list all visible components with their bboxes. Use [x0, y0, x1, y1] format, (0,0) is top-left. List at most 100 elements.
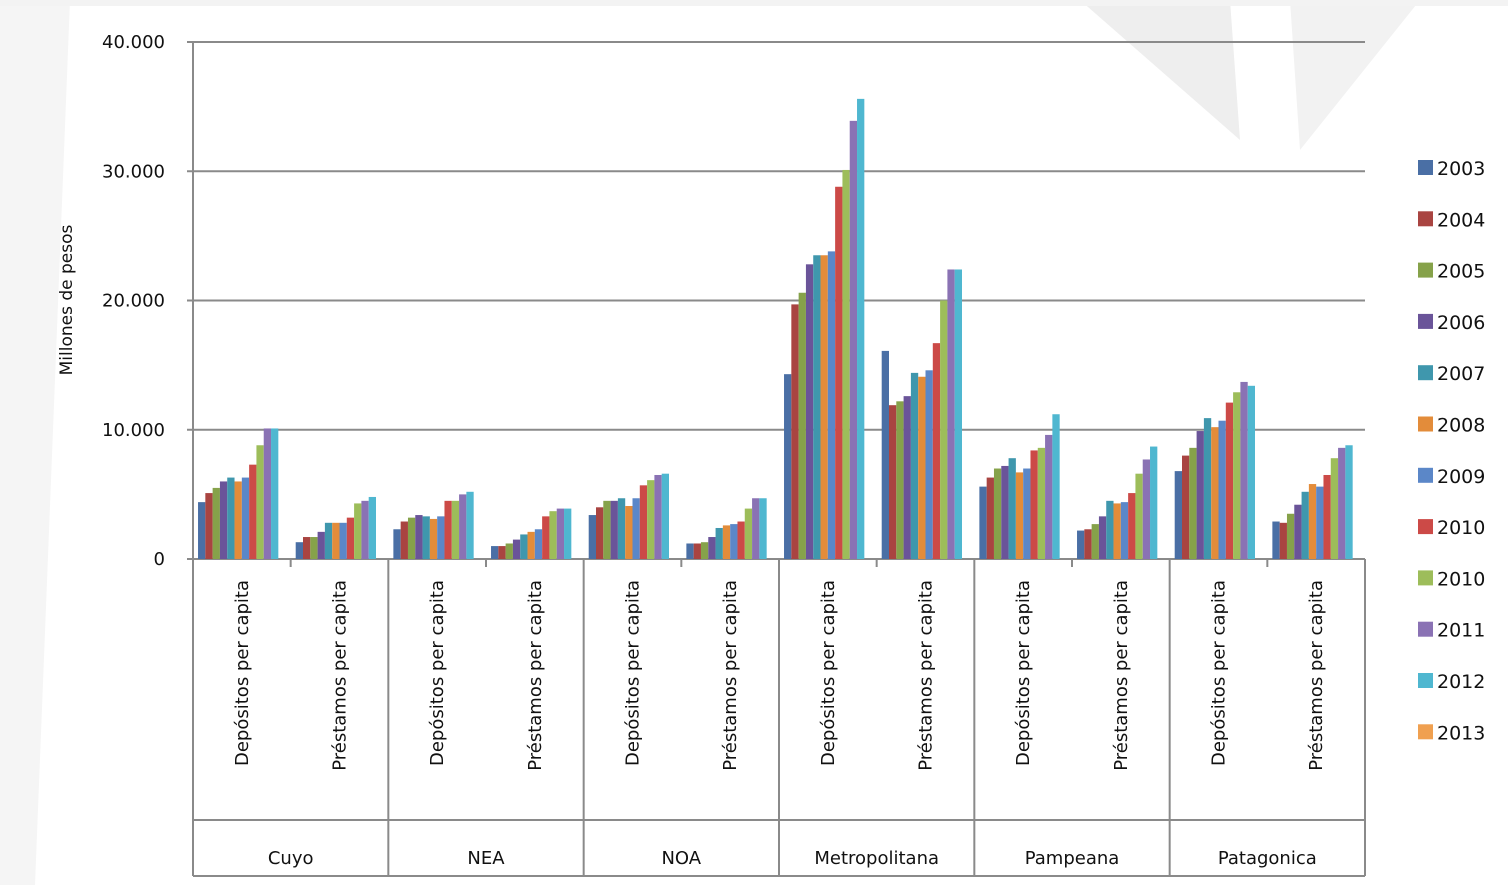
bar	[332, 522, 340, 559]
category-labels: Depósitos per capita Préstamos per capita…	[232, 580, 1327, 771]
bar	[896, 401, 904, 559]
bar	[588, 515, 596, 559]
bar	[1008, 458, 1016, 559]
bar	[647, 480, 655, 559]
category-label: Préstamos per capita	[330, 580, 351, 771]
legend-label: 2008	[1437, 415, 1485, 437]
bar	[1211, 427, 1219, 559]
bar	[1338, 447, 1346, 559]
bar	[1120, 502, 1129, 559]
bar	[527, 531, 535, 559]
bar	[730, 524, 738, 559]
bar	[234, 481, 242, 559]
bar	[1106, 500, 1114, 559]
bar	[549, 511, 557, 559]
legend-label: 2011	[1437, 620, 1485, 642]
bar	[1294, 504, 1302, 559]
bar	[241, 477, 250, 559]
bar	[429, 518, 438, 559]
legend-swatch	[1418, 724, 1433, 740]
bar	[925, 370, 933, 559]
category-label: Préstamos per capita	[916, 580, 937, 771]
bar	[407, 517, 416, 559]
bar	[1272, 521, 1280, 559]
bar	[271, 428, 279, 559]
bar	[784, 374, 792, 559]
bar	[400, 521, 408, 559]
bar	[212, 487, 220, 559]
category-label: Depósitos per capita	[818, 580, 839, 766]
category-label: Depósitos per capita	[427, 580, 448, 766]
bar	[752, 498, 760, 559]
bar	[625, 506, 633, 559]
y-tick-label: 20.000	[102, 291, 165, 312]
bar	[542, 516, 550, 559]
legend-swatch	[1418, 262, 1433, 278]
bar	[954, 269, 962, 559]
y-axis-label: Millones de pesos	[57, 224, 77, 375]
category-label: Préstamos per capita	[525, 580, 546, 771]
bar	[610, 500, 618, 559]
bar	[744, 508, 753, 559]
bar	[1308, 484, 1317, 559]
bar	[534, 529, 543, 559]
legend-label: 2010	[1437, 517, 1485, 539]
bar	[498, 546, 506, 559]
bar	[603, 500, 611, 559]
bar	[661, 473, 669, 559]
bar	[249, 464, 257, 559]
bar	[918, 376, 926, 559]
legend-swatch	[1418, 673, 1433, 688]
bar	[1015, 472, 1024, 559]
bar	[940, 300, 948, 559]
legend-swatch	[1418, 313, 1433, 329]
bar	[979, 486, 987, 559]
bar	[368, 496, 376, 559]
bar	[1247, 385, 1255, 559]
bar	[444, 500, 452, 559]
axes	[187, 41, 1366, 877]
bar	[466, 491, 474, 559]
bar	[1135, 473, 1143, 559]
category-label: Depósitos per capita	[232, 580, 253, 766]
bar	[805, 264, 814, 559]
legend-swatch	[1418, 416, 1433, 432]
legend-label: 2004	[1437, 209, 1485, 231]
bar	[1174, 471, 1182, 559]
bar	[1098, 516, 1107, 559]
bar	[1203, 418, 1212, 559]
bar	[339, 522, 347, 559]
legend-label: 2012	[1437, 671, 1485, 693]
bar	[639, 485, 648, 559]
bar	[1052, 414, 1060, 559]
bar	[415, 515, 423, 559]
gridlines	[193, 41, 1365, 431]
bar	[827, 251, 836, 559]
legend-label: 2010	[1437, 568, 1485, 590]
bar	[715, 527, 723, 559]
bar	[451, 500, 460, 559]
bar	[1113, 503, 1121, 559]
bar	[1045, 434, 1053, 559]
group-label: Patagonica	[1218, 848, 1317, 869]
bar	[842, 169, 850, 559]
bar	[354, 503, 362, 559]
legend-label: 2007	[1437, 363, 1485, 385]
bar	[459, 494, 467, 560]
bar	[986, 477, 994, 559]
bar	[437, 516, 445, 559]
bar	[1023, 468, 1031, 559]
bar	[708, 537, 716, 559]
bar	[219, 481, 228, 559]
bars	[198, 98, 1353, 560]
bar	[1330, 458, 1339, 559]
legend-swatch	[1418, 160, 1433, 175]
legend-label: 2006	[1437, 312, 1485, 334]
bar	[798, 292, 806, 559]
bar	[993, 468, 1002, 559]
bar	[1233, 392, 1241, 559]
bar	[520, 534, 528, 559]
bar	[263, 428, 272, 559]
y-tick-label: 40.000	[102, 32, 165, 53]
